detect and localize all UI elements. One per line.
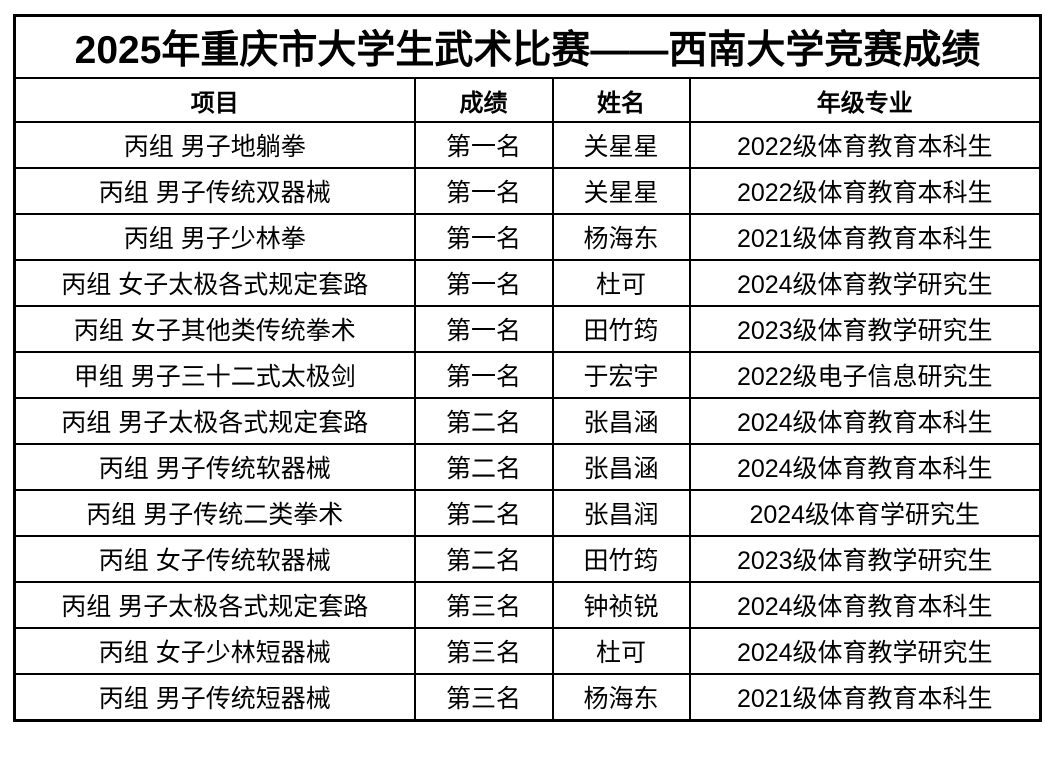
cell-grade: 2024级体育教学研究生 xyxy=(688,627,1042,675)
table-row: 丙组 女子少林短器械 第三名 杜可 2024级体育教学研究生 xyxy=(13,627,1042,675)
cell-grade: 2021级体育教育本科生 xyxy=(688,673,1042,722)
cell-grade: 2024级体育学研究生 xyxy=(688,489,1042,537)
cell-result: 第三名 xyxy=(413,673,554,722)
cell-result: 第二名 xyxy=(413,443,554,491)
table-row: 丙组 男子地躺拳 第一名 关星星 2022级体育教育本科生 xyxy=(13,121,1042,169)
cell-name: 杨海东 xyxy=(551,673,691,722)
cell-event: 丙组 男子太极各式规定套路 xyxy=(13,397,416,445)
cell-grade: 2024级体育教育本科生 xyxy=(688,581,1042,629)
page-title: 2025年重庆市大学生武术比赛——西南大学竞赛成绩 xyxy=(13,14,1042,79)
cell-grade: 2023级体育教学研究生 xyxy=(688,305,1042,353)
cell-event: 丙组 男子地躺拳 xyxy=(13,121,416,169)
cell-event: 丙组 女子少林短器械 xyxy=(13,627,416,675)
cell-result: 第一名 xyxy=(413,305,554,353)
cell-event: 丙组 男子太极各式规定套路 xyxy=(13,581,416,629)
cell-name: 张昌涵 xyxy=(551,397,691,445)
cell-result: 第二名 xyxy=(413,397,554,445)
cell-name: 田竹筠 xyxy=(551,535,691,583)
table-body: 丙组 男子地躺拳 第一名 关星星 2022级体育教育本科生 丙组 男子传统双器械 第一名关… xyxy=(13,121,1042,722)
results-table: 2025年重庆市大学生武术比赛——西南大学竞赛成绩 项目 成绩 姓名 年级专业 … xyxy=(13,14,1043,722)
table-row: 丙组 男子传统短器械 第三名 杨海东 2021级体育教育本科生 xyxy=(13,673,1042,722)
cell-name: 钟祯锐 xyxy=(551,581,691,629)
cell-name: 关星星 xyxy=(551,121,691,169)
cell-event: 丙组 男子少林拳 xyxy=(13,213,416,261)
column-header-event: 项目 xyxy=(13,77,416,123)
cell-result: 第一名 xyxy=(413,213,554,261)
cell-result: 第二名 xyxy=(413,489,554,537)
cell-result: 第一名 xyxy=(413,167,554,215)
results-table-container: 2025年重庆市大学生武术比赛——西南大学竞赛成绩 项目 成绩 姓名 年级专业 … xyxy=(13,14,1043,722)
cell-event: 甲组 男子三十二式太极剑 xyxy=(13,351,416,399)
cell-grade: 2021级体育教育本科生 xyxy=(688,213,1042,261)
cell-event: 丙组 女子传统软器械 xyxy=(13,535,416,583)
cell-result: 第一名 xyxy=(413,259,554,307)
cell-result: 第二名 xyxy=(413,535,554,583)
cell-grade: 2024级体育教育本科生 xyxy=(688,443,1042,491)
table-row: 丙组 男子传统双器械 第一名 关星星 2022级体育教育本科生 xyxy=(13,167,1042,215)
cell-name: 田竹筠 xyxy=(551,305,691,353)
cell-name: 于宏宇 xyxy=(551,351,691,399)
cell-name: 张昌涵 xyxy=(551,443,691,491)
cell-grade: 2024级体育教学研究生 xyxy=(688,259,1042,307)
table-row: 甲组 男子三十二式太极剑 第一名 于宏宇 2022级电子信息研究生 xyxy=(13,351,1042,399)
table-row: 丙组 女子传统软器械 第二名 田竹筠 2023级体育教学研究生 xyxy=(13,535,1042,583)
header-row: 项目 成绩 姓名 年级专业 xyxy=(13,77,1042,123)
cell-event: 丙组 男子传统软器械 xyxy=(13,443,416,491)
cell-grade: 2022级体育教育本科生 xyxy=(688,167,1042,215)
title-row: 2025年重庆市大学生武术比赛——西南大学竞赛成绩 xyxy=(13,14,1042,79)
cell-event: 丙组 男子传统短器械 xyxy=(13,673,416,722)
table-row: 丙组 男子太极各式规定套路 第二名 张昌涵 2024级体育教育本科生 xyxy=(13,397,1042,445)
table-row: 丙组 男子传统二类拳术 第二名 张昌润 2024级体育学研究生 xyxy=(13,489,1042,537)
cell-result: 第一名 xyxy=(413,351,554,399)
column-header-name: 姓名 xyxy=(551,77,691,123)
cell-name: 张昌润 xyxy=(551,489,691,537)
column-header-result: 成绩 xyxy=(413,77,554,123)
cell-event: 丙组 女子太极各式规定套路 xyxy=(13,259,416,307)
cell-name: 杨海东 xyxy=(551,213,691,261)
cell-name: 杜可 xyxy=(551,627,691,675)
cell-grade: 2022级电子信息研究生 xyxy=(688,351,1042,399)
cell-name: 杜可 xyxy=(551,259,691,307)
cell-result: 第三名 xyxy=(413,581,554,629)
cell-result: 第三名 xyxy=(413,627,554,675)
table-row: 丙组 男子传统软器械 第二名 张昌涵 2024级体育教育本科生 xyxy=(13,443,1042,491)
cell-grade: 2022级体育教育本科生 xyxy=(688,121,1042,169)
table-row: 丙组 男子少林拳 第一名 杨海东 2021级体育教育本科生 xyxy=(13,213,1042,261)
table-row: 丙组 女子其他类传统拳术 第一名 田竹筠 2023级体育教学研究生 xyxy=(13,305,1042,353)
table-row: 丙组 女子太极各式规定套路 第一名 杜可 2024级体育教学研究生 xyxy=(13,259,1042,307)
cell-event: 丙组 男子传统二类拳术 xyxy=(13,489,416,537)
cell-result: 第一名 xyxy=(413,121,554,169)
table-row: 丙组 男子太极各式规定套路 第三名 钟祯锐 2024级体育教育本科生 xyxy=(13,581,1042,629)
cell-event: 丙组 男子传统双器械 xyxy=(13,167,416,215)
column-header-grade: 年级专业 xyxy=(688,77,1042,123)
cell-name: 关星星 xyxy=(551,167,691,215)
cell-grade: 2024级体育教育本科生 xyxy=(688,397,1042,445)
cell-event: 丙组 女子其他类传统拳术 xyxy=(13,305,416,353)
cell-grade: 2023级体育教学研究生 xyxy=(688,535,1042,583)
